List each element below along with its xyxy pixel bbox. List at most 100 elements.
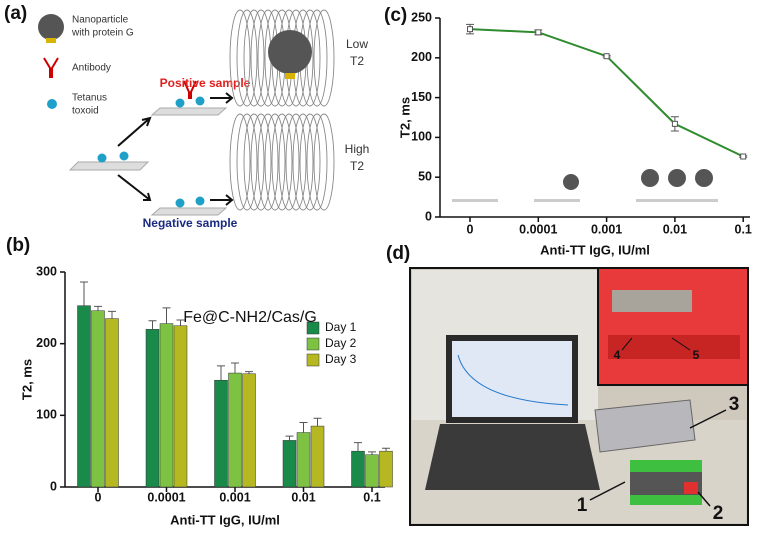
marker — [671, 120, 678, 127]
error-bar — [217, 365, 225, 381]
coil-turn — [229, 9, 251, 107]
coil-turn — [306, 113, 328, 211]
error-bar — [162, 307, 171, 324]
substrate — [534, 199, 580, 202]
coil-turn — [285, 113, 307, 211]
legend-label: Day 2 — [325, 336, 357, 350]
antibody-icon — [43, 57, 59, 78]
coil-turn — [229, 113, 251, 211]
x-tick-label: 0.001 — [591, 222, 622, 236]
arrow — [117, 116, 152, 147]
panel-label: (d) — [386, 243, 410, 264]
y-tick-label: 100 — [411, 130, 432, 144]
coil-turn — [250, 113, 272, 211]
coil-turn — [257, 113, 279, 211]
arrow — [210, 194, 234, 206]
particle — [563, 174, 579, 190]
coil-turn — [243, 9, 265, 107]
bar — [242, 373, 256, 488]
x-tick-label: 0.001 — [219, 490, 250, 504]
photo: 1 2 3 4 5 — [409, 267, 749, 526]
legend-label: Day 3 — [325, 352, 357, 366]
marker — [535, 29, 542, 36]
x-axis-label: Anti-TT IgG, IU/ml — [540, 242, 650, 257]
legend-swatch — [306, 337, 320, 351]
x-tick-label: 0.0001 — [147, 490, 185, 504]
coil-turn — [292, 113, 314, 211]
toxoid — [175, 98, 185, 108]
toxoid — [119, 151, 129, 161]
coil-turn — [313, 113, 335, 211]
bar — [159, 323, 174, 488]
photo-label: 2 — [713, 503, 724, 524]
assay-illustrations — [452, 169, 718, 202]
bar — [105, 318, 119, 488]
coil-turn — [299, 113, 321, 211]
substrate — [68, 161, 150, 171]
error-bar — [176, 319, 185, 326]
pointer — [689, 409, 727, 429]
x-axis-label: Anti-TT IgG, IU/ml — [170, 512, 280, 527]
substrate — [150, 207, 228, 216]
error-bar — [354, 442, 362, 452]
t2-label: T2 — [350, 159, 364, 173]
bar — [379, 450, 393, 488]
pointer — [697, 491, 711, 507]
x-tick-label: 0.01 — [291, 490, 315, 504]
coil-turn — [271, 113, 293, 211]
coil-turn — [243, 113, 265, 211]
particle — [695, 169, 713, 187]
error-bar — [231, 362, 239, 374]
bar — [91, 310, 105, 488]
substrate — [636, 199, 718, 202]
coil-turn — [236, 113, 258, 211]
arrow — [117, 174, 152, 201]
marker — [603, 53, 610, 60]
error-bar — [299, 422, 308, 433]
toxoid — [97, 153, 107, 163]
panel-label: (a) — [4, 3, 27, 24]
pointer — [589, 481, 626, 501]
photo-label: 5 — [693, 348, 700, 362]
toxoid-icon — [47, 99, 57, 109]
error-bar — [285, 435, 294, 441]
substrate — [452, 199, 498, 202]
legend-text: Nanoparticle — [72, 15, 129, 26]
x-tick-label: 0 — [467, 222, 474, 236]
laptop-base — [425, 424, 600, 490]
screen-curve — [457, 354, 569, 406]
nanoparticle — [268, 30, 312, 74]
toxoid — [175, 198, 185, 208]
inset — [597, 267, 749, 386]
t2-label: T2 — [350, 54, 364, 68]
x-tick-label: 0 — [95, 490, 102, 504]
marker — [740, 153, 747, 160]
legend-text: Antibody — [72, 63, 111, 74]
inset-channel — [608, 335, 740, 359]
legend-swatch — [306, 353, 320, 367]
toxoid — [195, 196, 205, 206]
y-tick-label: 0 — [425, 209, 432, 223]
bar — [145, 329, 160, 488]
x-tick-label: 0.1 — [363, 490, 380, 504]
photo-label: 1 — [577, 495, 588, 516]
x-tick-label: 0.01 — [663, 222, 687, 236]
error-bar — [368, 451, 376, 455]
holder-top — [630, 460, 702, 472]
bar — [173, 325, 188, 488]
t2-label: Low — [346, 37, 368, 51]
y-tick-label: 250 — [411, 10, 432, 24]
diagram: Nanoparticle with protein G Antibody Tet… — [38, 9, 370, 230]
error-bar — [80, 281, 88, 306]
substrate — [150, 107, 228, 116]
bar — [214, 379, 228, 488]
holder-bottom — [630, 495, 702, 505]
pointer — [621, 337, 633, 351]
photo-label: 4 — [614, 348, 621, 362]
coil-turn — [313, 9, 335, 107]
panel-label: (b) — [6, 235, 30, 256]
y-tick-label: 200 — [411, 50, 432, 64]
t2-label: High — [345, 142, 370, 156]
error-bar — [313, 417, 322, 427]
